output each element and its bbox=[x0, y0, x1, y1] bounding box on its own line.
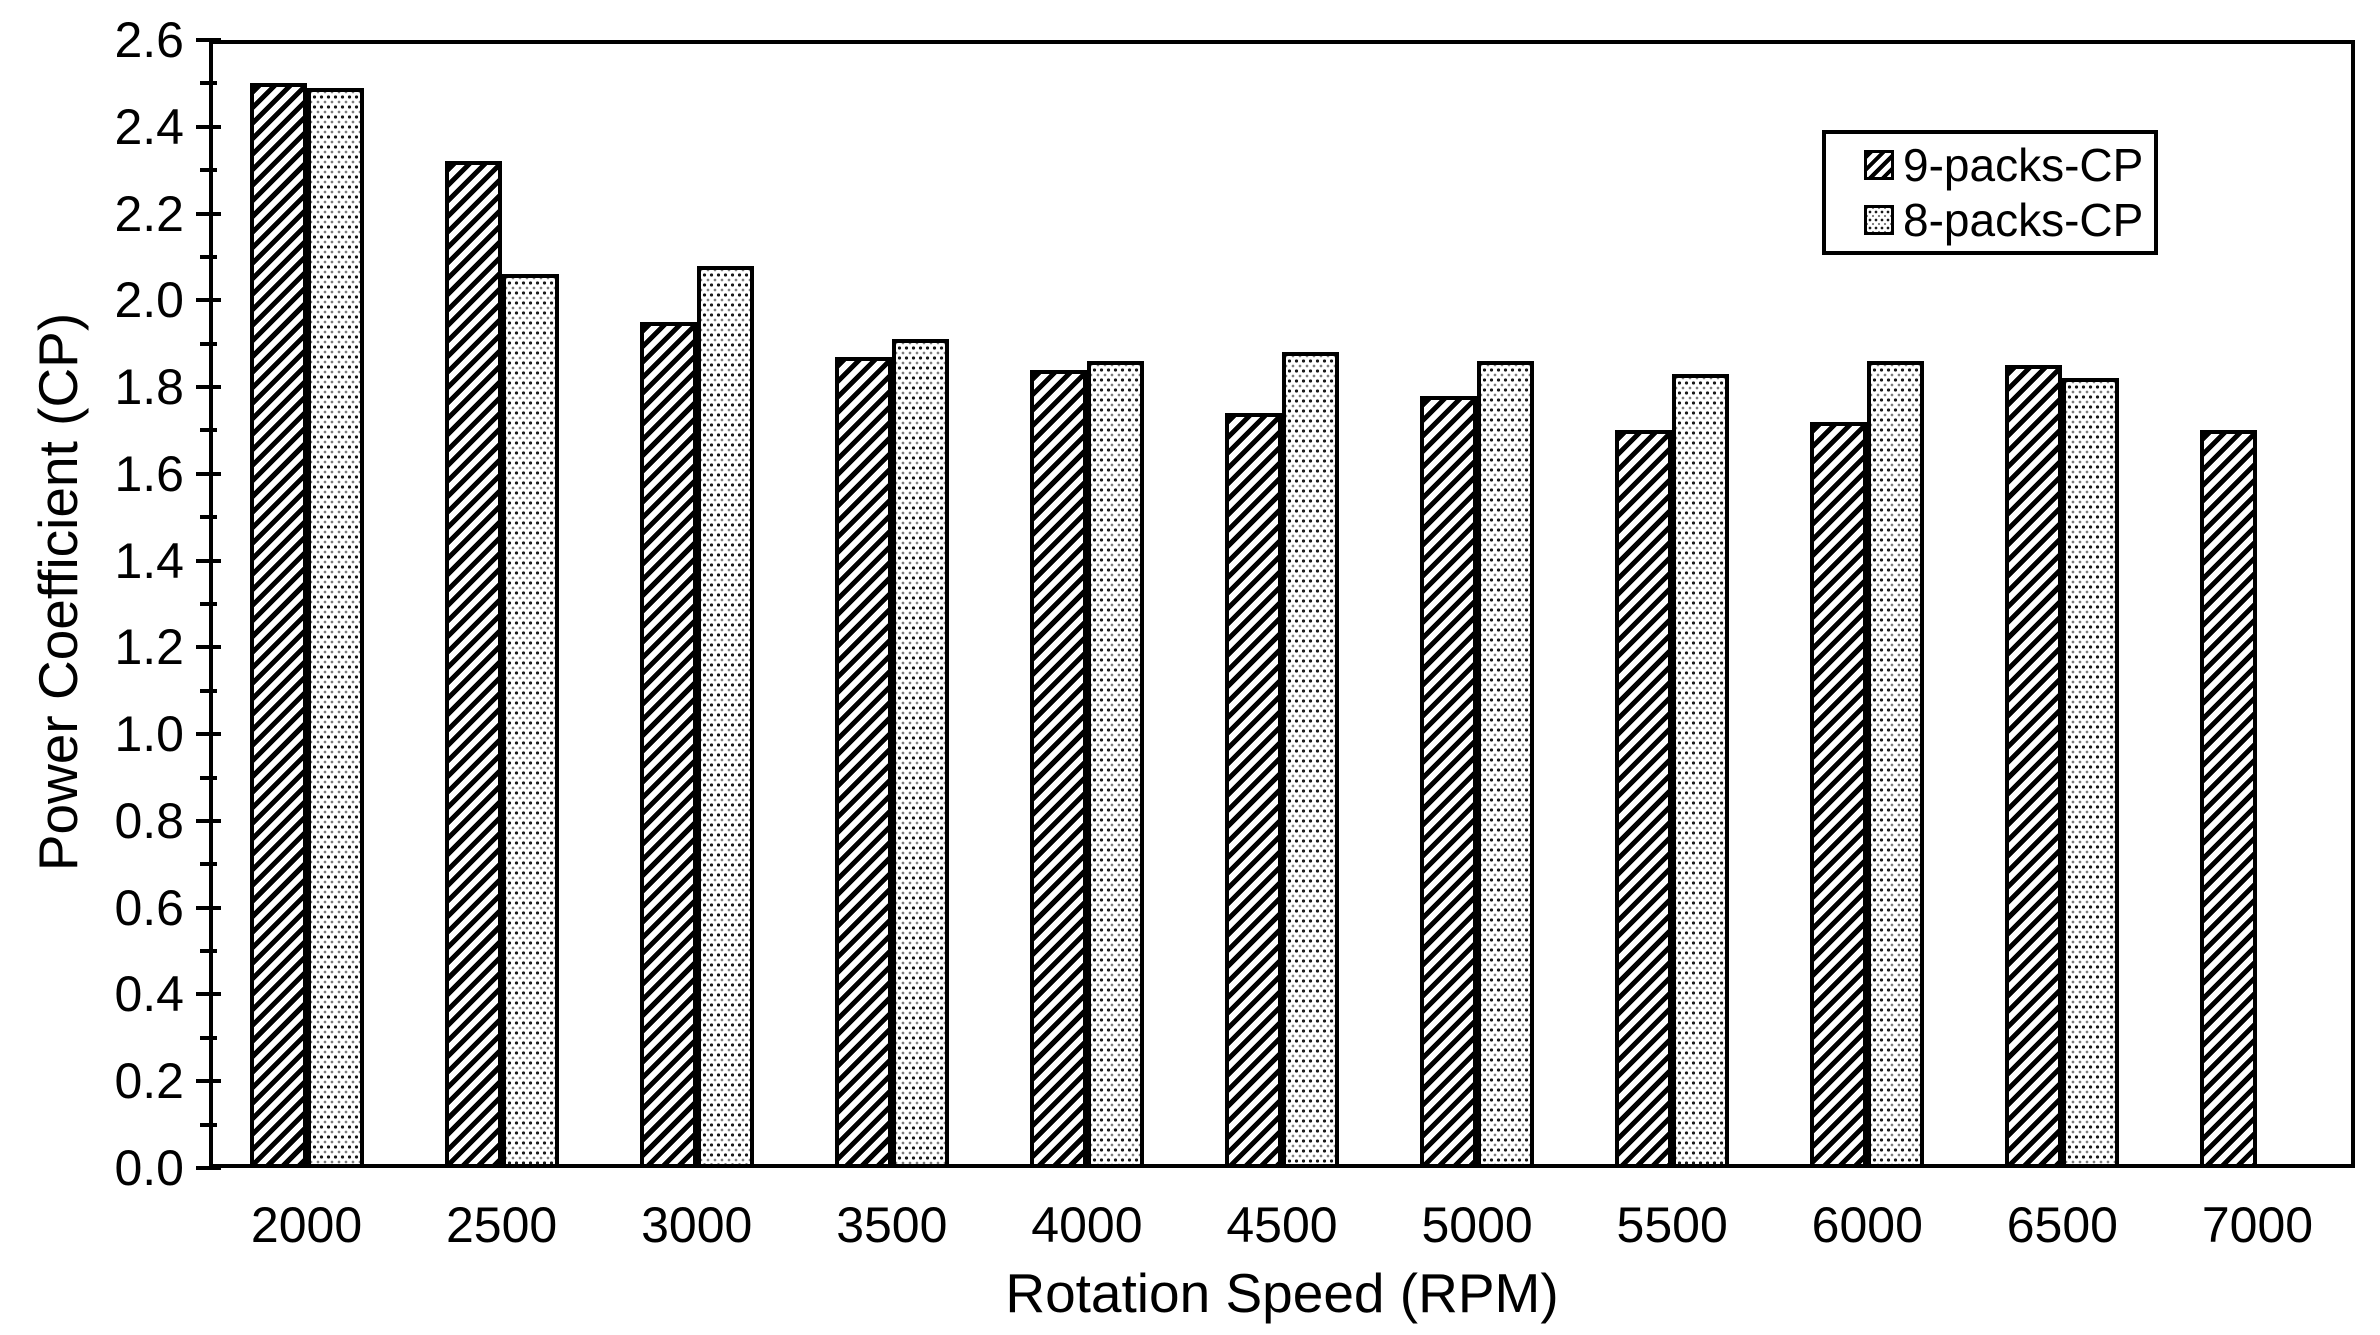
bar-8-packs-CP-2500 bbox=[501, 274, 559, 1168]
bar-9-packs-CP-3500 bbox=[834, 357, 892, 1168]
y-tick-label: 2.2 bbox=[114, 185, 184, 242]
y-axis-minor-tick bbox=[200, 775, 217, 780]
x-tick-label: 5000 bbox=[1421, 1197, 1533, 1253]
y-axis-major-tick bbox=[196, 1079, 221, 1084]
x-tick-label: 3500 bbox=[836, 1197, 948, 1253]
y-axis-minor-tick bbox=[200, 1035, 217, 1040]
y-tick-label: 2.4 bbox=[114, 98, 184, 155]
y-tick-label: 1.6 bbox=[114, 445, 184, 502]
legend: 9-packs-CP 8-packs-CP bbox=[1822, 130, 2158, 255]
bar-8-packs-CP-6500 bbox=[2062, 378, 2120, 1168]
legend-item-9-packs: 9-packs-CP bbox=[1864, 141, 2154, 189]
y-axis-minor-tick bbox=[200, 341, 217, 346]
y-tick-label: 0.6 bbox=[114, 879, 184, 936]
y-axis-major-tick bbox=[196, 1166, 221, 1170]
y-tick-label: 2.6 bbox=[114, 12, 184, 68]
legend-item-8-packs: 8-packs-CP bbox=[1864, 196, 2154, 244]
y-axis-minor-tick bbox=[200, 688, 217, 693]
y-tick-label: 1.2 bbox=[114, 619, 184, 676]
y-axis-minor-tick bbox=[200, 1122, 217, 1127]
dots-swatch-icon bbox=[1864, 205, 1894, 235]
bar-9-packs-CP-6500 bbox=[2005, 365, 2063, 1168]
x-tick-label: 4000 bbox=[1031, 1197, 1143, 1253]
x-tick-label: 6000 bbox=[1811, 1197, 1923, 1253]
plot-area bbox=[209, 40, 2355, 1168]
bar-8-packs-CP-5000 bbox=[1477, 361, 1535, 1168]
y-axis-minor-tick bbox=[200, 168, 217, 173]
bar-8-packs-CP-3000 bbox=[696, 266, 754, 1168]
diagonal-hatch-swatch-icon bbox=[1864, 150, 1894, 180]
y-axis-minor-tick bbox=[200, 862, 217, 867]
x-tick-label: 2000 bbox=[250, 1197, 363, 1253]
y-tick-label: 0.0 bbox=[114, 1140, 184, 1196]
legend-label: 8-packs-CP bbox=[1903, 194, 2144, 246]
y-axis-minor-tick bbox=[200, 428, 217, 433]
y-axis-major-tick bbox=[196, 558, 221, 563]
y-axis-major-tick bbox=[196, 471, 221, 476]
y-tick-label: 0.4 bbox=[114, 966, 184, 1023]
x-tick-label: 7000 bbox=[2201, 1197, 2314, 1253]
y-axis-minor-tick bbox=[200, 81, 217, 86]
y-axis-minor-tick bbox=[200, 254, 217, 259]
y-axis-major-tick bbox=[196, 818, 221, 823]
y-axis-major-tick bbox=[196, 645, 221, 650]
bar-8-packs-CP-4000 bbox=[1086, 361, 1144, 1168]
x-tick-label: 6500 bbox=[2006, 1197, 2118, 1253]
y-axis-major-tick bbox=[196, 211, 221, 216]
bar-9-packs-CP-5000 bbox=[1420, 396, 1478, 1168]
bar-8-packs-CP-2000 bbox=[306, 88, 364, 1168]
y-tick-label: 1.8 bbox=[114, 359, 184, 416]
x-axis-title: Rotation Speed (RPM) bbox=[1005, 1262, 1559, 1324]
bar-9-packs-CP-6000 bbox=[1810, 422, 1868, 1168]
y-axis-minor-tick bbox=[200, 949, 217, 954]
y-axis-major-tick bbox=[196, 992, 221, 997]
y-axis-major-tick bbox=[196, 385, 221, 390]
x-tick-label: 5500 bbox=[1616, 1197, 1728, 1253]
bar-8-packs-CP-6000 bbox=[1867, 361, 1925, 1168]
x-tick-label: 4500 bbox=[1226, 1197, 1338, 1253]
y-tick-label: 0.8 bbox=[114, 792, 184, 849]
bar-9-packs-CP-7000 bbox=[2200, 430, 2258, 1168]
y-axis-major-tick bbox=[196, 905, 221, 910]
y-axis-major-tick bbox=[196, 732, 221, 737]
y-tick-label: 0.2 bbox=[114, 1053, 184, 1110]
bar-9-packs-CP-2500 bbox=[444, 161, 502, 1168]
x-tick-label: 3000 bbox=[641, 1197, 753, 1253]
x-tick-label: 2500 bbox=[446, 1197, 558, 1253]
bar-9-packs-CP-4000 bbox=[1029, 370, 1087, 1168]
y-axis-minor-tick bbox=[200, 515, 217, 520]
legend-label: 9-packs-CP bbox=[1903, 139, 2144, 191]
y-axis-minor-tick bbox=[200, 602, 217, 606]
bar-8-packs-CP-3500 bbox=[891, 339, 949, 1168]
bar-9-packs-CP-3000 bbox=[639, 322, 697, 1168]
y-axis-major-tick bbox=[196, 298, 221, 303]
y-tick-label: 1.4 bbox=[114, 532, 184, 589]
bar-9-packs-CP-2000 bbox=[249, 83, 307, 1168]
bar-8-packs-CP-5500 bbox=[1672, 374, 1730, 1168]
y-tick-label: 2.0 bbox=[114, 272, 184, 329]
bar-9-packs-CP-5500 bbox=[1615, 430, 1673, 1168]
bar-9-packs-CP-4500 bbox=[1225, 413, 1282, 1168]
y-axis-major-tick bbox=[196, 124, 221, 129]
y-axis-major-tick bbox=[196, 38, 221, 42]
bar-8-packs-CP-4500 bbox=[1282, 352, 1339, 1168]
y-tick-label: 1.0 bbox=[114, 706, 184, 763]
